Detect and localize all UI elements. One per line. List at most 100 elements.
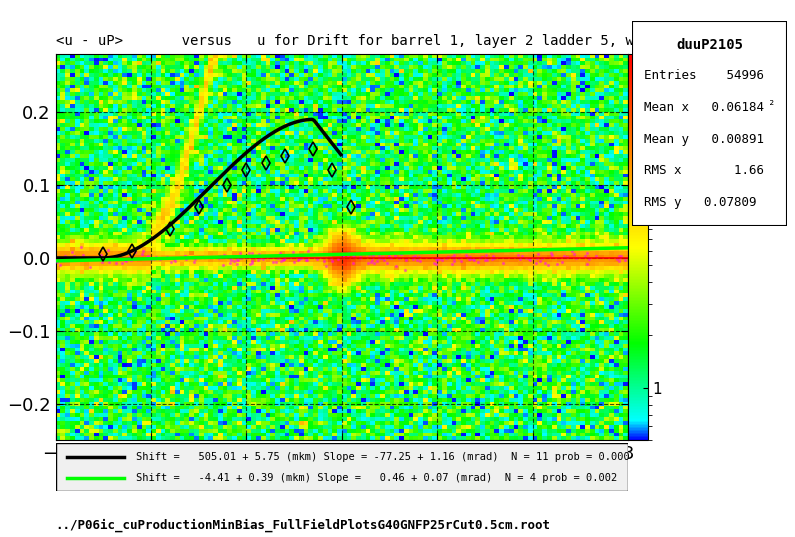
Point (467, 255, 479, 264)
Point (371, 257, 384, 265)
Point (320, 262, 332, 271)
Point (377, 252, 390, 261)
Point (196, 253, 209, 262)
Point (619, 256, 632, 264)
Point (326, 257, 339, 265)
Point (347, 251, 359, 260)
Point (68, 252, 80, 261)
Point (612, 252, 625, 261)
Point (187, 258, 200, 267)
Point (568, 250, 580, 259)
Point (436, 255, 448, 264)
Point (296, 253, 308, 262)
Point (219, 251, 232, 260)
Point (445, 252, 458, 261)
Point (354, 253, 366, 262)
Point (246, 249, 258, 257)
Point (514, 255, 526, 264)
Point (363, 251, 375, 260)
Point (129, 248, 142, 256)
Point (487, 254, 500, 263)
Point (511, 251, 524, 259)
Point (254, 253, 266, 262)
Point (165, 258, 177, 267)
Point (545, 249, 557, 257)
Point (77, 251, 90, 260)
Point (243, 260, 256, 268)
Point (188, 255, 201, 263)
Point (137, 247, 149, 256)
Point (486, 255, 498, 264)
Point (406, 255, 419, 263)
Point (336, 251, 349, 260)
Point (471, 257, 484, 266)
Point (448, 256, 460, 265)
Point (590, 251, 603, 260)
Point (149, 252, 162, 261)
Point (413, 257, 426, 266)
Point (529, 259, 542, 267)
Point (272, 254, 285, 263)
Point (375, 254, 388, 263)
Point (579, 251, 591, 260)
Point (242, 249, 255, 257)
Point (570, 254, 583, 263)
Point (115, 259, 128, 267)
Text: RMS x       1.66: RMS x 1.66 (645, 164, 765, 177)
Text: <u - uP>       versus   u for Drift for barrel 1, layer 2 ladder 5, wafer 1: <u - uP> versus u for Drift for barrel 1… (56, 34, 684, 48)
Point (365, 248, 378, 257)
Point (231, 259, 243, 268)
Point (536, 254, 549, 263)
Point (448, 254, 460, 263)
Point (144, 255, 157, 264)
Point (83, 263, 96, 272)
Point (311, 255, 324, 263)
Point (531, 253, 544, 262)
Point (538, 258, 551, 267)
Point (192, 252, 205, 261)
Point (256, 255, 269, 264)
Point (445, 260, 458, 268)
Point (95, 255, 107, 264)
Text: Shift =   505.01 + 5.75 (mkm) Slope = -77.25 + 1.16 (mrad)  N = 11 prob = 0.000: Shift = 505.01 + 5.75 (mkm) Slope = -77.… (136, 452, 630, 462)
Point (332, 255, 344, 263)
Text: ²: ² (769, 99, 776, 112)
Point (97, 255, 110, 263)
Point (519, 253, 532, 262)
Point (366, 256, 378, 265)
Point (556, 257, 568, 266)
Point (266, 257, 279, 266)
Point (479, 250, 492, 259)
Point (102, 245, 114, 254)
Point (287, 248, 300, 256)
Point (124, 256, 137, 265)
Point (225, 255, 238, 264)
Text: Shift =   -4.41 + 0.39 (mkm) Slope =   0.46 + 0.07 (mrad)  N = 4 prob = 0.002: Shift = -4.41 + 0.39 (mkm) Slope = 0.46 … (136, 473, 617, 483)
Point (381, 258, 394, 267)
Point (550, 259, 563, 268)
Point (270, 258, 282, 266)
Point (228, 257, 241, 266)
Point (580, 249, 593, 257)
Point (136, 249, 149, 258)
Point (103, 257, 115, 266)
Point (301, 256, 313, 264)
Point (217, 260, 230, 269)
Point (614, 253, 626, 262)
Point (343, 249, 355, 257)
Point (217, 251, 230, 260)
Point (432, 253, 444, 262)
Point (297, 251, 310, 260)
Point (463, 255, 475, 263)
Point (161, 252, 173, 261)
Point (460, 251, 473, 260)
Point (179, 252, 192, 261)
Point (277, 256, 290, 264)
Text: Mean y   0.00891: Mean y 0.00891 (645, 133, 765, 146)
Point (104, 253, 117, 262)
Point (430, 255, 443, 263)
Point (481, 256, 494, 265)
Point (167, 255, 180, 264)
Point (373, 254, 386, 263)
Point (277, 254, 290, 263)
